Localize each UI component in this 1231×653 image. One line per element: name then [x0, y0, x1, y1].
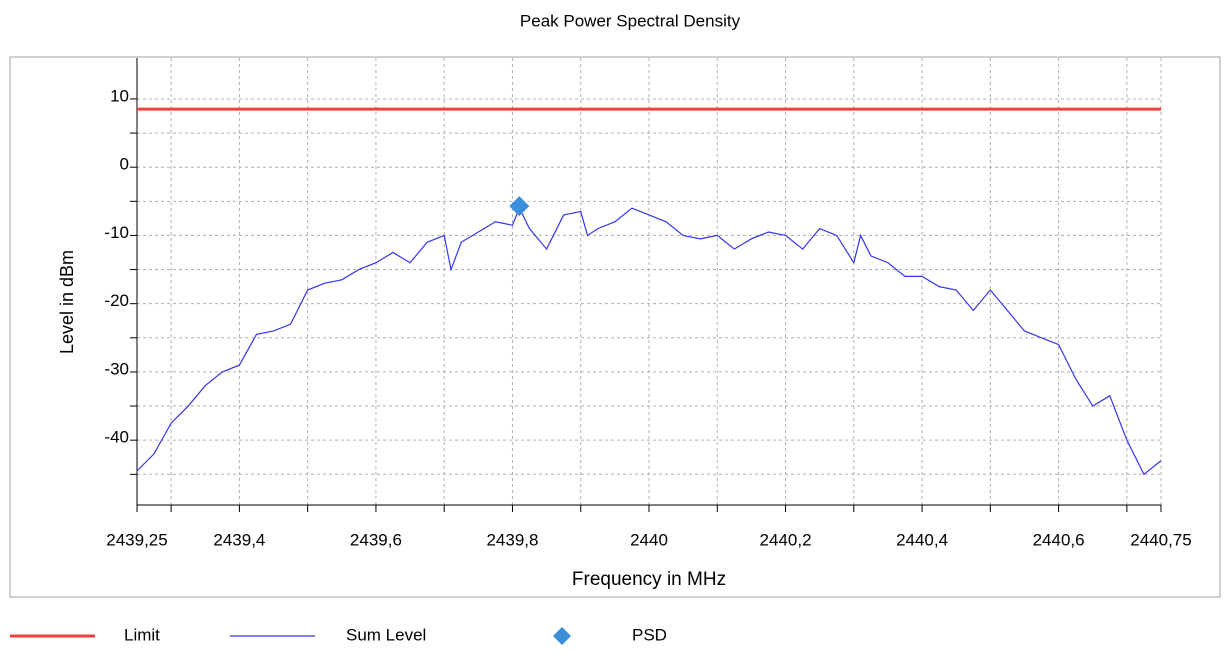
x-axis-label: Frequency in MHz: [572, 569, 726, 590]
y-tick-label: 0: [120, 155, 129, 174]
y-axis-label: Level in dBm: [57, 250, 77, 354]
psd-marker: [509, 196, 530, 217]
legend-label: Sum Level: [346, 625, 426, 644]
x-tick-label: 2440,6: [1033, 530, 1085, 549]
y-tick-label: -40: [104, 428, 129, 447]
y-tick-label: 10: [110, 86, 129, 105]
y-tick-label: -30: [104, 359, 129, 378]
chart-title: Peak Power Spectral Density: [520, 11, 741, 30]
legend-label: PSD: [632, 625, 667, 644]
x-tick-label: 2440,2: [760, 530, 812, 549]
x-tick-label: 2439,25: [106, 530, 167, 549]
x-tick-label: 2439,4: [213, 530, 265, 549]
x-tick-label: 2440,75: [1130, 530, 1191, 549]
x-tick-label: 2439,6: [350, 530, 402, 549]
x-tick-label: 2439,8: [486, 530, 538, 549]
y-tick-label: -20: [104, 291, 129, 310]
legend-label: Limit: [124, 625, 160, 644]
plot-frame: [9, 56, 1221, 598]
x-tick-label: 2440,4: [896, 530, 948, 549]
x-tick-label: 2440: [630, 530, 668, 549]
y-tick-label: -10: [104, 223, 129, 242]
series-line: [136, 206, 1162, 476]
legend-swatch: [553, 627, 571, 645]
